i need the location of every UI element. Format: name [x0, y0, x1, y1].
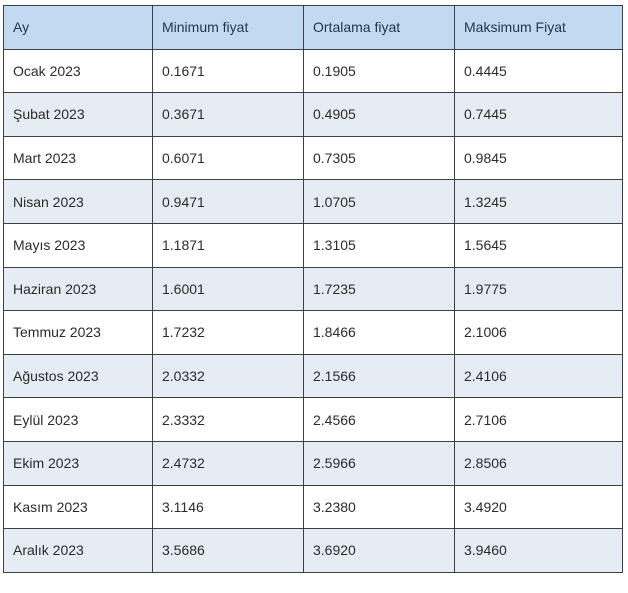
table-header-row: Ay Minimum fiyat Ortalama fiyat Maksimum… — [3, 5, 623, 50]
cell-max-price: 0.4445 — [454, 48, 623, 94]
cell-min-price: 0.1671 — [152, 48, 304, 94]
cell-max-price: 2.1006 — [454, 310, 623, 355]
cell-month: Nisan 2023 — [3, 179, 153, 224]
price-table-container: Ay Minimum fiyat Ortalama fiyat Maksimum… — [3, 5, 623, 573]
cell-month: Ekim 2023 — [3, 440, 153, 486]
table-row: Kasım 2023 3.1146 3.2380 3.4920 — [3, 484, 623, 530]
cell-min-price: 3.5686 — [152, 528, 304, 573]
cell-max-price: 1.5645 — [454, 222, 623, 268]
cell-month: Şubat 2023 — [3, 92, 153, 137]
cell-avg-price: 0.4905 — [303, 92, 455, 137]
cell-month: Haziran 2023 — [3, 266, 153, 312]
price-table: Ay Minimum fiyat Ortalama fiyat Maksimum… — [3, 5, 623, 573]
cell-max-price: 3.9460 — [454, 528, 623, 573]
column-header-month: Ay — [3, 5, 153, 50]
cell-month: Aralık 2023 — [3, 528, 153, 573]
table-body: Ocak 2023 0.1671 0.1905 0.4445 Şubat 202… — [3, 48, 623, 573]
cell-max-price: 0.9845 — [454, 135, 623, 181]
cell-min-price: 0.6071 — [152, 135, 304, 181]
cell-avg-price: 1.8466 — [303, 310, 455, 355]
cell-max-price: 1.3245 — [454, 179, 623, 224]
cell-avg-price: 0.1905 — [303, 48, 455, 94]
table-row: Aralık 2023 3.5686 3.6920 3.9460 — [3, 528, 623, 573]
table-row: Ekim 2023 2.4732 2.5966 2.8506 — [3, 440, 623, 486]
column-header-avg-price: Ortalama fiyat — [303, 5, 455, 50]
cell-min-price: 1.6001 — [152, 266, 304, 312]
cell-max-price: 2.7106 — [454, 397, 623, 442]
column-header-max-price: Maksimum Fiyat — [454, 5, 623, 50]
cell-avg-price: 0.7305 — [303, 135, 455, 181]
cell-max-price: 0.7445 — [454, 92, 623, 137]
cell-avg-price: 2.5966 — [303, 440, 455, 486]
cell-max-price: 2.4106 — [454, 353, 623, 399]
cell-max-price: 3.4920 — [454, 484, 623, 530]
cell-max-price: 1.9775 — [454, 266, 623, 312]
cell-avg-price: 1.3105 — [303, 222, 455, 268]
column-header-min-price: Minimum fiyat — [152, 5, 304, 50]
table-row: Mayıs 2023 1.1871 1.3105 1.5645 — [3, 222, 623, 268]
table-row: Mart 2023 0.6071 0.7305 0.9845 — [3, 135, 623, 181]
cell-month: Temmuz 2023 — [3, 310, 153, 355]
table-row: Şubat 2023 0.3671 0.4905 0.7445 — [3, 92, 623, 137]
cell-avg-price: 2.4566 — [303, 397, 455, 442]
cell-avg-price: 2.1566 — [303, 353, 455, 399]
table-row: Ağustos 2023 2.0332 2.1566 2.4106 — [3, 353, 623, 399]
cell-min-price: 0.9471 — [152, 179, 304, 224]
cell-min-price: 2.3332 — [152, 397, 304, 442]
cell-month: Eylül 2023 — [3, 397, 153, 442]
table-row: Nisan 2023 0.9471 1.0705 1.3245 — [3, 179, 623, 224]
cell-month: Mart 2023 — [3, 135, 153, 181]
cell-min-price: 0.3671 — [152, 92, 304, 137]
table-row: Haziran 2023 1.6001 1.7235 1.9775 — [3, 266, 623, 312]
cell-month: Ağustos 2023 — [3, 353, 153, 399]
cell-min-price: 1.1871 — [152, 222, 304, 268]
cell-avg-price: 3.2380 — [303, 484, 455, 530]
cell-month: Kasım 2023 — [3, 484, 153, 530]
cell-month: Mayıs 2023 — [3, 222, 153, 268]
table-row: Ocak 2023 0.1671 0.1905 0.4445 — [3, 48, 623, 94]
cell-avg-price: 3.6920 — [303, 528, 455, 573]
table-row: Eylül 2023 2.3332 2.4566 2.7106 — [3, 397, 623, 442]
cell-month: Ocak 2023 — [3, 48, 153, 94]
cell-avg-price: 1.0705 — [303, 179, 455, 224]
cell-avg-price: 1.7235 — [303, 266, 455, 312]
table-row: Temmuz 2023 1.7232 1.8466 2.1006 — [3, 310, 623, 355]
cell-min-price: 3.1146 — [152, 484, 304, 530]
cell-min-price: 1.7232 — [152, 310, 304, 355]
cell-min-price: 2.4732 — [152, 440, 304, 486]
cell-max-price: 2.8506 — [454, 440, 623, 486]
cell-min-price: 2.0332 — [152, 353, 304, 399]
